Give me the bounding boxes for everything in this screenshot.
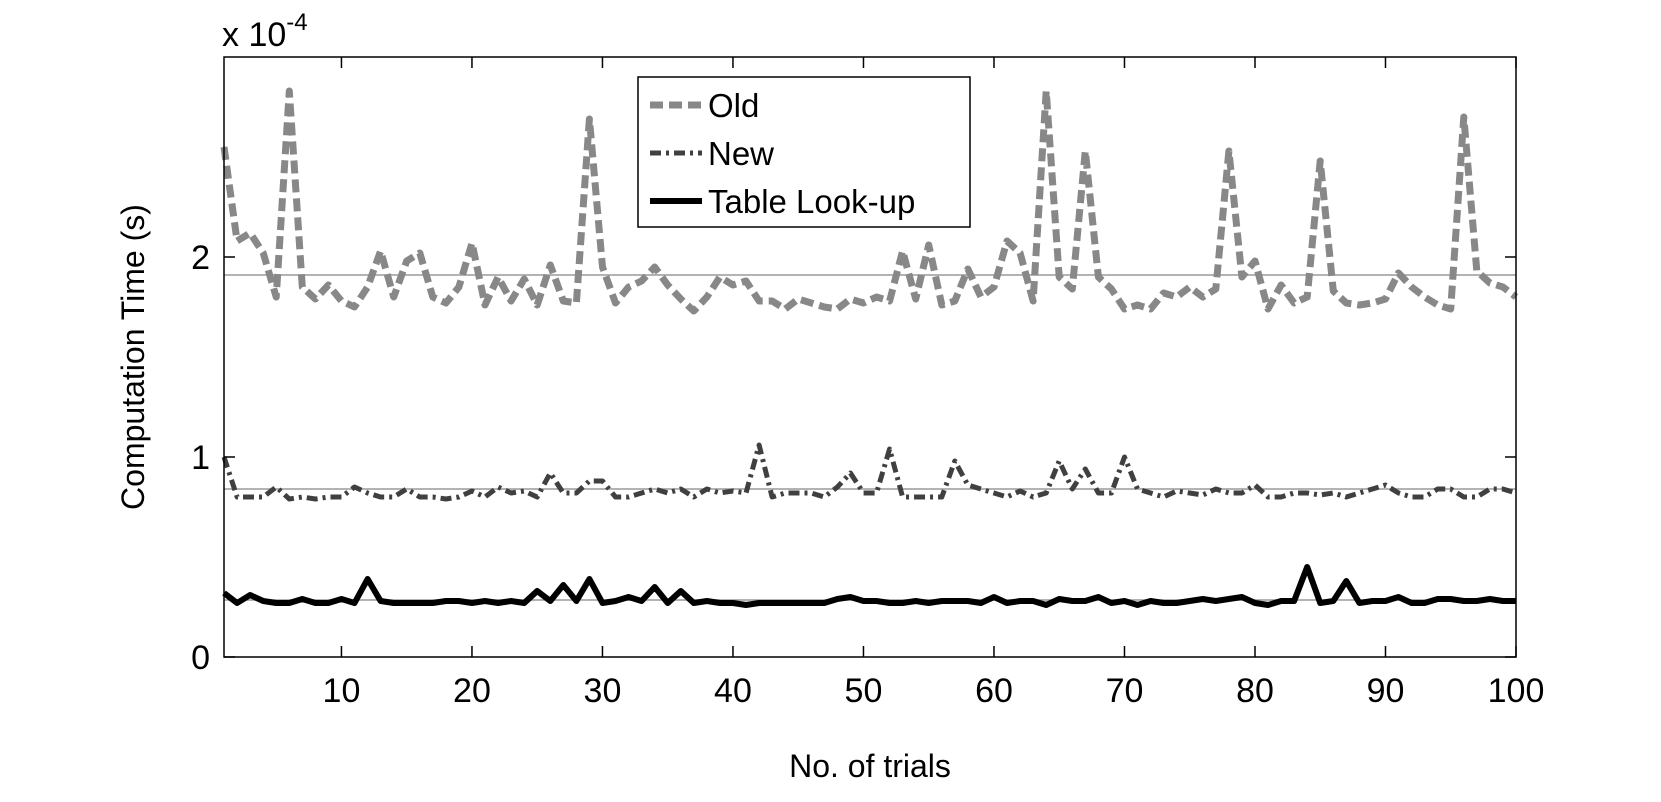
x-tick-label: 50 <box>845 672 883 710</box>
x-tick-label: 90 <box>1367 672 1405 710</box>
legend-label: Old <box>708 87 759 124</box>
y-tick-label: 0 <box>191 639 210 677</box>
axis-ticks: 10 20 30 40 50 60 70 80 90 100 0 1 2 <box>191 57 1544 710</box>
x-tick-label: 80 <box>1236 672 1274 710</box>
legend-label: Table Look-up <box>708 183 915 220</box>
svg-text:x 10-4: x 10-4 <box>222 9 308 54</box>
series-line-table-look-up <box>222 564 1516 608</box>
legend: Old New Table Look-up <box>637 76 971 228</box>
x-tick-label: 30 <box>584 672 622 710</box>
y-multiplier-base: x 10 <box>222 16 286 54</box>
x-tick-label: 10 <box>323 672 361 710</box>
y-multiplier-exponent: -4 <box>286 9 307 36</box>
x-tick-label: 60 <box>975 672 1013 710</box>
x-axis-title: No. of trials <box>789 748 951 784</box>
y-tick-label: 2 <box>191 239 210 277</box>
y-multiplier: x 10-4 <box>222 9 308 54</box>
plot-area-frame <box>223 56 1517 658</box>
x-tick-label: 70 <box>1106 672 1144 710</box>
legend-label: New <box>708 135 774 172</box>
series-lines <box>220 87 1519 608</box>
series-line-old <box>220 87 1519 315</box>
reference-lines <box>224 274 1516 601</box>
series-line-new <box>221 442 1517 502</box>
x-tick-label: 20 <box>453 672 491 710</box>
y-axis-title: Computation Time (s) <box>115 204 151 510</box>
x-tick-label: 40 <box>714 672 752 710</box>
x-tick-label: 100 <box>1488 672 1545 710</box>
y-tick-label: 1 <box>191 439 210 477</box>
